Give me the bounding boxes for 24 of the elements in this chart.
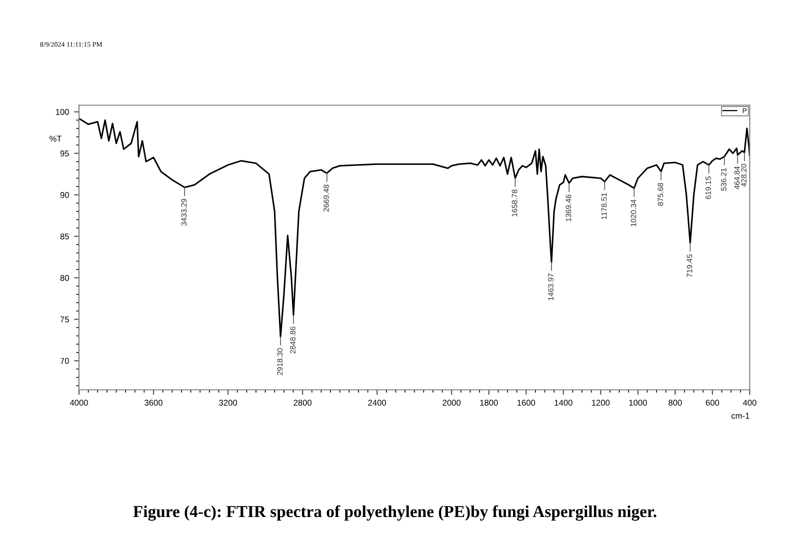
x-tick-label: 3200: [219, 400, 237, 406]
x-tick-label: 1200: [592, 400, 610, 406]
y-axis-title: %T: [50, 136, 62, 142]
x-tick-label: 1000: [629, 400, 647, 406]
x-tick-label: 2000: [442, 400, 461, 406]
x-tick-label: 1800: [480, 400, 498, 406]
x-tick-label: 600: [706, 400, 720, 406]
text: Figure (4-c): FTIR spectra of polyethylene (PE)by fungi Aspergillus niger.: [133, 505, 656, 521]
x-tick-label: 4000: [70, 400, 88, 406]
y-tick-label: 75: [60, 316, 69, 322]
x-tick-label: 400: [742, 400, 756, 406]
y-tick-label: 90: [60, 192, 69, 198]
y-tick-label: 95: [60, 150, 69, 156]
x-tick-label: 2400: [368, 400, 386, 406]
y-tick-label: 100: [56, 109, 69, 115]
x-tick-label: 1400: [554, 400, 572, 406]
y-tick-label: 70: [60, 358, 69, 364]
y-tick-label: 80: [60, 274, 69, 281]
y-tick-label: 85: [60, 234, 69, 240]
x-tick-label: 800: [668, 400, 682, 406]
x-tick-label: 1600: [518, 400, 536, 406]
x-tick-label: 2800: [294, 400, 312, 406]
x-tick-label: 3600: [144, 400, 162, 406]
x-axis-title: cm-1: [732, 412, 750, 419]
